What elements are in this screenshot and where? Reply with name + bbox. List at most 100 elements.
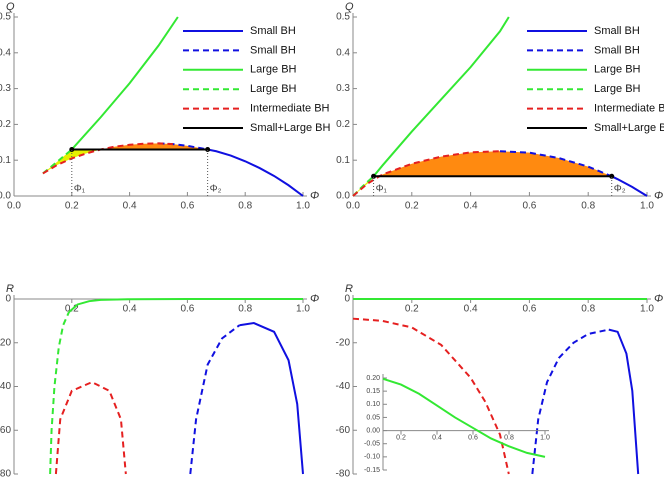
y-tick-label: -80 [0,469,11,480]
legend-label: Small+Large BH [594,122,664,134]
y-tick-label: 0.10 [366,401,380,408]
y-axis-label: Q [345,1,354,13]
x-tick-label: 1.0 [640,304,654,315]
y-tick-label: -0.10 [364,454,380,461]
x-tick-label: 0.8 [504,434,514,441]
annotation: Φ₁ [74,184,86,195]
x-tick-label: 0.8 [581,201,595,212]
legend-label: Intermediate BH [594,103,664,115]
x-tick-label: 0.2 [396,434,406,441]
legend-label: Small BH [594,25,640,37]
y-tick-label: -40 [0,381,11,392]
x-tick-label: 0.6 [522,201,536,212]
x-tick-label: 0.4 [464,304,478,315]
x-tick-label: 0.2 [405,304,419,315]
series-line [382,377,546,458]
series-line [68,298,303,313]
y-axis-label: Q [6,1,15,13]
y-tick-label: 0.1 [336,155,350,166]
x-tick-label: 0.4 [464,201,478,212]
series-line [608,328,640,475]
legend-label: Large BH [594,83,641,95]
point-marker [371,173,377,179]
x-axis-label: Φ [654,293,663,305]
y-tick-label: -0.05 [364,441,380,448]
y-tick-label: 0.1 [0,155,11,166]
y-tick-label: 0.5 [336,12,350,23]
legend-label: Large BH [250,64,297,76]
series-line [71,16,179,151]
x-axis-label: Φ [654,190,663,202]
x-tick-label: 0.6 [522,304,536,315]
y-axis-label: R [6,283,14,295]
y-tick-label: -20 [336,337,351,348]
y-tick-label: 0.15 [366,388,380,395]
y-tick-label: -80 [336,469,351,480]
series-line [531,328,609,475]
y-tick-label: 0.20 [366,375,380,382]
y-tick-label: 0.3 [0,83,11,94]
annotation: Φ₂ [614,184,626,195]
x-tick-label: 0.2 [65,201,79,212]
y-tick-label: -40 [336,381,351,392]
y-tick-label: -0.15 [364,467,380,474]
x-tick-label: 0.4 [123,201,137,212]
legend-label: Small+Large BH [250,122,330,134]
point-marker [205,146,211,152]
y-axis-label: R [345,283,353,295]
y-tick-label: 0.0 [0,191,11,202]
x-axis-label: Φ [310,190,319,202]
x-tick-label: 0.2 [405,201,419,212]
x-axis-label: Φ [310,293,319,305]
y-tick-label: 0.0 [336,191,350,202]
y-tick-label: 0.4 [336,47,350,58]
series-line [42,142,173,175]
legend-label: Large BH [594,64,641,76]
x-tick-label: 1.0 [296,304,310,315]
series-line [189,324,241,475]
legend-label: Intermediate BH [250,103,330,115]
y-tick-label: 0.00 [366,427,380,434]
x-tick-label: 0.0 [346,201,360,212]
y-tick-label: 0.2 [0,119,11,130]
legend-label: Small BH [594,44,640,56]
x-tick-label: 0.8 [238,201,252,212]
y-tick-label: 0.5 [0,12,11,23]
x-tick-label: 0.6 [468,434,478,441]
x-tick-label: 0.6 [180,304,194,315]
y-tick-label: 0.2 [336,119,350,130]
legend-label: Small BH [250,44,296,56]
x-tick-label: 0.8 [581,304,595,315]
series-line [372,16,510,177]
series-line [352,317,510,475]
x-tick-label: 1.0 [640,201,654,212]
x-tick-label: 0.8 [238,304,252,315]
series-line [42,148,73,175]
region-fill [42,149,101,174]
x-tick-label: 0.6 [180,201,194,212]
legend-label: Large BH [250,83,297,95]
x-tick-label: 0.0 [7,201,21,212]
y-tick-label: -60 [0,425,11,436]
y-tick-label: 0.4 [0,47,11,58]
y-tick-label: 0.05 [366,414,380,421]
point-marker [69,146,75,152]
annotation: Φ₂ [210,184,222,195]
series-line [49,311,70,475]
y-tick-label: -20 [0,337,11,348]
x-tick-label: 1.0 [540,434,550,441]
y-tick-label: -60 [336,425,351,436]
series-line [239,322,304,475]
y-tick-label: 0 [344,294,350,305]
x-tick-label: 1.0 [296,201,310,212]
series-line [54,381,127,475]
y-tick-label: 0 [5,294,11,305]
point-marker [609,173,615,179]
x-tick-label: 0.4 [432,434,442,441]
x-tick-label: 0.4 [123,304,137,315]
legend-label: Small BH [250,25,296,37]
annotation: Φ₁ [376,184,388,195]
y-tick-label: 0.3 [336,83,350,94]
